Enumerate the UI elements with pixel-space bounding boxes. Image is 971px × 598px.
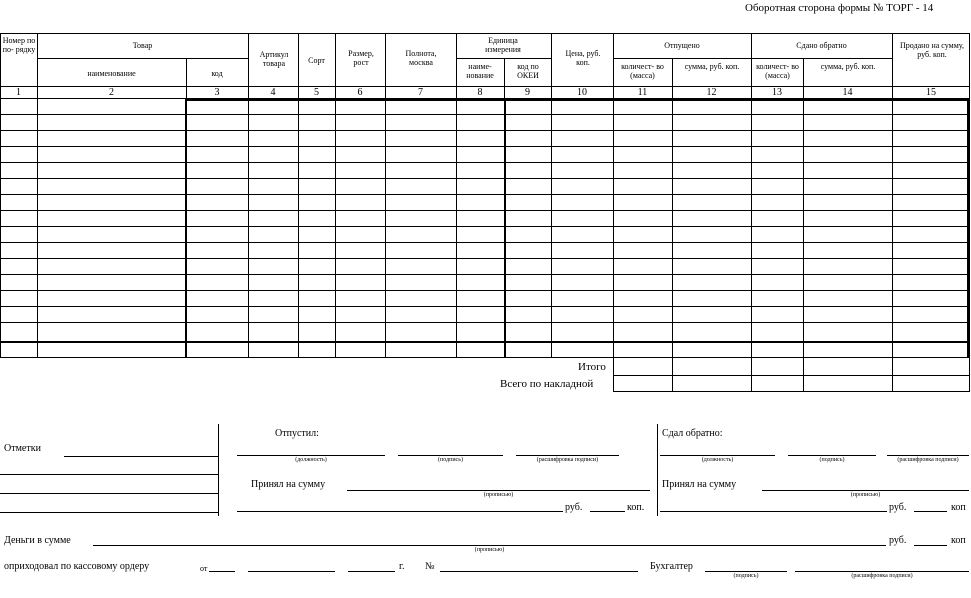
col-number-7: 7 [418, 87, 423, 98]
accountant-signature-line[interactable] [705, 571, 787, 572]
accepted-sum-line-right-2[interactable] [660, 511, 887, 512]
col-number-13: 13 [772, 87, 782, 98]
accepted-sum-line-left-2[interactable] [237, 511, 563, 512]
notes-line-4[interactable] [0, 512, 218, 513]
hint-released-decoding: (расшифровка подписи) [536, 457, 599, 463]
date-year-line[interactable] [348, 571, 395, 572]
hint-words-money: (прописью) [474, 547, 505, 553]
kop-label-left: коп. [627, 502, 645, 513]
kop-label-money: коп [951, 535, 966, 546]
number-label: № [425, 561, 435, 572]
header-returned-sum: сумма, руб. коп. [820, 62, 876, 71]
col-number-2: 2 [109, 87, 114, 98]
accepted-sum-label-right: Принял на сумму [662, 479, 737, 490]
form-title: Оборотная сторона формы № ТОРГ - 14 [745, 2, 934, 14]
header-fullness: Полнота, москва [405, 49, 437, 67]
hint-words-right: (прописью) [850, 492, 881, 498]
notes-line-3[interactable] [0, 493, 218, 494]
released-by-label: Отпустил: [275, 428, 319, 439]
rub-label-right: руб. [889, 502, 907, 513]
from-label: от [200, 564, 208, 573]
total-label: Итого [578, 361, 606, 373]
order-number-line[interactable] [440, 571, 638, 572]
header-goods-code: код [211, 69, 223, 78]
col-number-8: 8 [477, 87, 483, 98]
notes-label: Отметки [4, 443, 41, 454]
header-unit-okei: код по ОКЕИ [517, 62, 539, 80]
header-returned: Сдано обратно [796, 41, 847, 50]
header-returned-qty: количест- во (масса) [756, 62, 799, 80]
header-size: Размер, рост [348, 49, 374, 67]
returned-signature-line[interactable] [788, 455, 876, 456]
hint-accountant-decoding: (расшифровка подписи) [851, 573, 913, 579]
accepted-sum-label-left: Принял на сумму [251, 479, 326, 490]
money-sum-label: Деньги в сумме [4, 535, 71, 546]
returned-position-line[interactable] [660, 455, 775, 456]
col-number-4: 4 [270, 87, 276, 98]
year-label: г. [399, 561, 405, 572]
header-released-qty: количест- во (масса) [621, 62, 664, 80]
col-number-3: 3 [214, 87, 220, 98]
col-number-12: 12 [706, 87, 717, 98]
hint-released-signature: (подпись) [438, 457, 463, 463]
hint-released-position: (должность) [295, 457, 327, 463]
header-row-number: Номер по по- рядку [2, 36, 36, 54]
hint-returned-signature: (подпись) [819, 457, 845, 463]
released-signature-line[interactable] [398, 455, 503, 456]
returned-divider [657, 424, 658, 516]
header-released: Отпущено [664, 41, 700, 50]
rub-label-money: руб. [889, 535, 907, 546]
date-day-line[interactable] [209, 571, 235, 572]
notes-line-1[interactable] [64, 456, 218, 457]
rub-label-left: руб. [565, 502, 583, 513]
invoice-total-label: Всего по накладной [500, 378, 594, 390]
hint-returned-decoding: (расшифровка подписи) [897, 457, 959, 463]
col-number-6: 6 [357, 87, 363, 98]
col-number-1: 1 [16, 87, 21, 98]
released-position-line[interactable] [237, 455, 385, 456]
credited-label: оприходовал по кассовому ордеру [4, 561, 150, 572]
released-decoding-line[interactable] [516, 455, 619, 456]
header-goods-name: наименование [87, 69, 136, 78]
returned-decoding-line[interactable] [887, 455, 969, 456]
hint-returned-position: (должность) [701, 457, 734, 463]
kop-line-money[interactable] [914, 545, 947, 546]
col-number-5: 5 [314, 87, 319, 98]
accepted-sum-line-right[interactable] [762, 490, 969, 491]
col-number-14: 14 [842, 87, 853, 98]
notes-divider [218, 424, 219, 516]
header-article: Артикул товара [259, 50, 289, 68]
kop-label-right: коп [951, 502, 966, 513]
header-unit: Единица измерения [485, 36, 521, 54]
hint-accountant-signature: (подпись) [733, 573, 759, 579]
accountant-decoding-line[interactable] [795, 571, 969, 572]
accountant-label: Бухгалтер [650, 561, 693, 572]
col-number-10: 10 [577, 87, 587, 98]
col-number-11: 11 [637, 87, 648, 98]
kop-line-right[interactable] [914, 511, 947, 512]
header-grade: Сорт [308, 56, 325, 65]
header-released-sum: сумма, руб. коп. [684, 62, 740, 71]
notes-line-2[interactable] [0, 474, 218, 475]
col-number-9: 9 [525, 87, 530, 98]
header-price: Цена, руб. коп. [565, 49, 601, 67]
col-number-15: 15 [926, 87, 936, 98]
kop-line-left[interactable] [590, 511, 625, 512]
header-goods: Товар [132, 41, 153, 50]
accepted-sum-line-left[interactable] [347, 490, 650, 491]
returned-by-label: Сдал обратно: [662, 428, 723, 439]
header-sold: Продано на сумму, руб. коп. [900, 41, 964, 59]
hint-words-left: (прописью) [483, 492, 514, 498]
date-month-line[interactable] [248, 571, 335, 572]
money-sum-line[interactable] [93, 545, 886, 546]
header-unit-name: наиме- нование [466, 62, 494, 80]
